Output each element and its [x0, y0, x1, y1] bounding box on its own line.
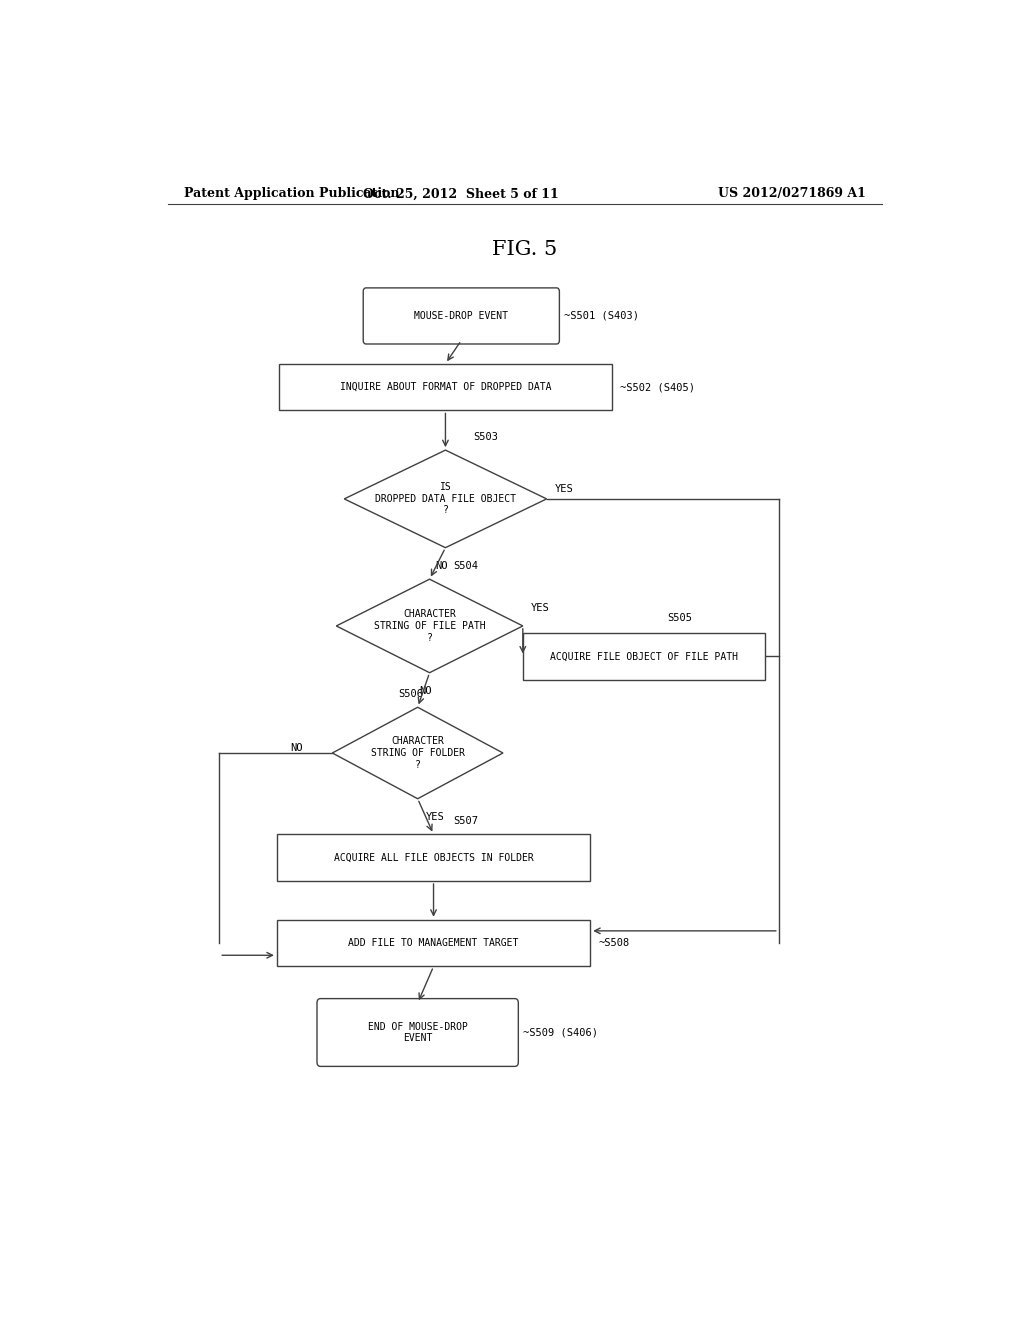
Text: ACQUIRE ALL FILE OBJECTS IN FOLDER: ACQUIRE ALL FILE OBJECTS IN FOLDER — [334, 853, 534, 863]
Text: MOUSE-DROP EVENT: MOUSE-DROP EVENT — [415, 312, 508, 321]
Text: US 2012/0271869 A1: US 2012/0271869 A1 — [718, 187, 866, 201]
Text: S503: S503 — [473, 432, 499, 442]
Polygon shape — [344, 450, 547, 548]
Text: CHARACTER
STRING OF FILE PATH
?: CHARACTER STRING OF FILE PATH ? — [374, 610, 485, 643]
Text: YES: YES — [555, 483, 573, 494]
Text: ADD FILE TO MANAGEMENT TARGET: ADD FILE TO MANAGEMENT TARGET — [348, 939, 519, 948]
Bar — [523, 634, 765, 680]
Text: IS
DROPPED DATA FILE OBJECT
?: IS DROPPED DATA FILE OBJECT ? — [375, 482, 516, 516]
Text: S507: S507 — [454, 816, 478, 826]
Text: Oct. 25, 2012  Sheet 5 of 11: Oct. 25, 2012 Sheet 5 of 11 — [364, 187, 559, 201]
FancyBboxPatch shape — [364, 288, 559, 345]
Text: Patent Application Publication: Patent Application Publication — [183, 187, 399, 201]
Text: NO: NO — [420, 686, 432, 696]
Text: ~S501 (S403): ~S501 (S403) — [564, 312, 639, 321]
FancyBboxPatch shape — [317, 999, 518, 1067]
Text: YES: YES — [426, 812, 444, 822]
Text: INQUIRE ABOUT FORMAT OF DROPPED DATA: INQUIRE ABOUT FORMAT OF DROPPED DATA — [340, 381, 551, 392]
Text: NO: NO — [291, 743, 303, 752]
Text: ~S508: ~S508 — [598, 939, 630, 948]
Bar — [276, 834, 590, 880]
Text: S506: S506 — [397, 689, 423, 700]
Text: S504: S504 — [454, 561, 478, 572]
Bar — [276, 920, 590, 966]
Polygon shape — [336, 579, 523, 673]
Text: S505: S505 — [668, 612, 692, 623]
Text: YES: YES — [530, 603, 550, 612]
Text: ~S509 (S406): ~S509 (S406) — [523, 1027, 598, 1038]
Text: NO: NO — [435, 561, 447, 572]
Polygon shape — [333, 708, 503, 799]
Text: CHARACTER
STRING OF FOLDER
?: CHARACTER STRING OF FOLDER ? — [371, 737, 465, 770]
Text: END OF MOUSE-DROP
EVENT: END OF MOUSE-DROP EVENT — [368, 1022, 468, 1043]
Text: ~S502 (S405): ~S502 (S405) — [620, 381, 695, 392]
Text: ACQUIRE FILE OBJECT OF FILE PATH: ACQUIRE FILE OBJECT OF FILE PATH — [550, 652, 738, 661]
Text: FIG. 5: FIG. 5 — [493, 240, 557, 259]
Bar — [279, 364, 612, 411]
